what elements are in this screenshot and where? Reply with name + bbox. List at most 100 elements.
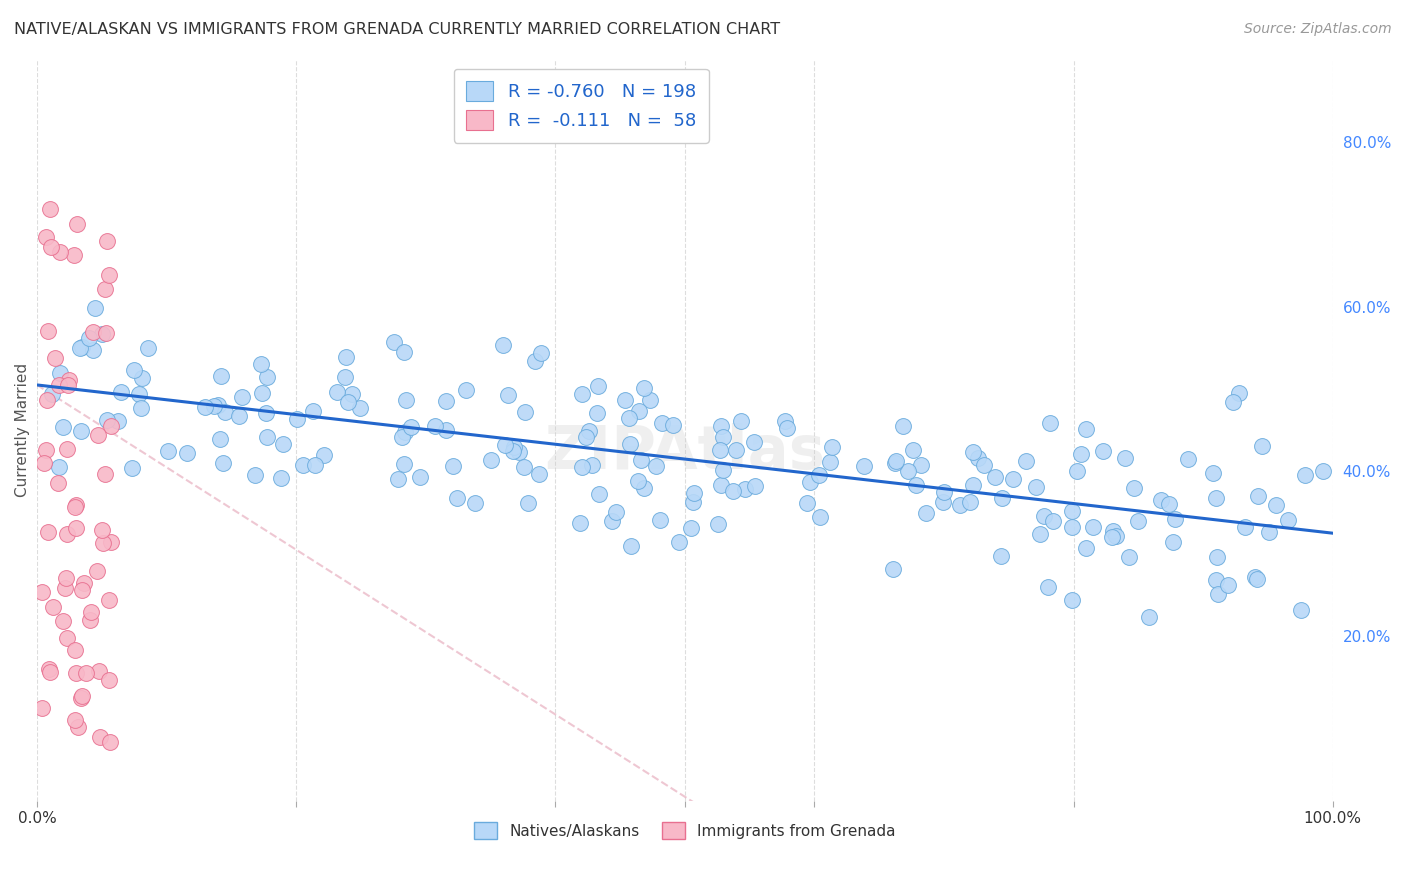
Point: [852, 458, 875, 473]
Point: [617, 410, 640, 425]
Point: [89, 731, 111, 745]
Point: [66, 218, 89, 232]
Point: [349, 401, 371, 415]
Point: [527, 467, 550, 481]
Point: [1251, 439, 1274, 453]
Point: [66, 720, 89, 734]
Point: [1233, 520, 1256, 534]
Point: [630, 453, 652, 467]
Point: [94, 467, 117, 482]
Point: [1159, 498, 1181, 512]
Point: [41, 599, 63, 614]
Point: [70, 690, 93, 705]
Point: [650, 513, 672, 527]
Point: [38, 202, 60, 217]
Point: [131, 371, 153, 385]
Point: [56, 378, 79, 392]
Point: [176, 446, 198, 460]
Point: [63, 642, 86, 657]
Point: [96, 234, 118, 248]
Point: [973, 458, 995, 472]
Point: [65, 498, 87, 512]
Point: [202, 399, 225, 413]
Point: [884, 453, 907, 467]
Point: [516, 496, 538, 510]
Point: [408, 470, 430, 484]
Point: [434, 393, 457, 408]
Point: [1205, 573, 1227, 587]
Point: [49, 366, 72, 380]
Point: [326, 384, 349, 399]
Point: [58, 373, 80, 387]
Y-axis label: Currently Married: Currently Married: [15, 363, 30, 498]
Point: [131, 401, 153, 415]
Point: [990, 549, 1012, 563]
Point: [1101, 524, 1123, 538]
Point: [530, 345, 553, 359]
Point: [399, 420, 422, 434]
Point: [721, 484, 744, 499]
Point: [231, 390, 253, 404]
Point: [87, 427, 110, 442]
Point: [479, 453, 502, 467]
Point: [63, 500, 86, 515]
Point: [49, 244, 72, 259]
Point: [742, 434, 765, 449]
Text: Source: ZipAtlas.com: Source: ZipAtlas.com: [1244, 22, 1392, 37]
Point: [1101, 530, 1123, 544]
Point: [602, 514, 624, 528]
Point: [100, 534, 122, 549]
Point: [1066, 464, 1088, 478]
Point: [91, 536, 114, 550]
Point: [46, 475, 69, 490]
Point: [136, 341, 159, 355]
Point: [1118, 549, 1140, 564]
Point: [502, 441, 524, 455]
Point: [1243, 570, 1265, 584]
Point: [586, 379, 609, 393]
Point: [492, 337, 515, 351]
Point: [37, 392, 59, 407]
Point: [48, 378, 70, 392]
Point: [292, 458, 315, 473]
Point: [79, 605, 101, 619]
Point: [91, 523, 114, 537]
Point: [100, 419, 122, 434]
Point: [681, 521, 703, 535]
Point: [301, 404, 323, 418]
Point: [915, 506, 938, 520]
Point: [513, 405, 536, 419]
Point: [252, 385, 274, 400]
Point: [77, 331, 100, 345]
Point: [250, 357, 273, 371]
Point: [37, 524, 59, 539]
Point: [588, 487, 610, 501]
Point: [1277, 513, 1299, 527]
Point: [1039, 416, 1062, 430]
Point: [79, 613, 101, 627]
Point: [524, 354, 547, 368]
Point: [254, 405, 277, 419]
Point: [98, 592, 121, 607]
Point: [441, 459, 464, 474]
Point: [1033, 508, 1056, 523]
Point: [1070, 447, 1092, 461]
Point: [773, 414, 796, 428]
Point: [207, 398, 229, 412]
Point: [796, 496, 818, 510]
Point: [56, 631, 79, 645]
Point: [910, 458, 932, 472]
Point: [1028, 527, 1050, 541]
Point: [613, 393, 636, 408]
Point: [96, 413, 118, 427]
Point: [496, 387, 519, 401]
Point: [391, 430, 413, 444]
Point: [98, 673, 121, 687]
Point: [245, 468, 267, 483]
Point: [1060, 504, 1083, 518]
Point: [884, 456, 907, 470]
Point: [1294, 468, 1316, 483]
Legend: Natives/Alaskans, Immigrants from Grenada: Natives/Alaskans, Immigrants from Grenad…: [468, 816, 901, 845]
Point: [75, 665, 97, 680]
Point: [335, 350, 357, 364]
